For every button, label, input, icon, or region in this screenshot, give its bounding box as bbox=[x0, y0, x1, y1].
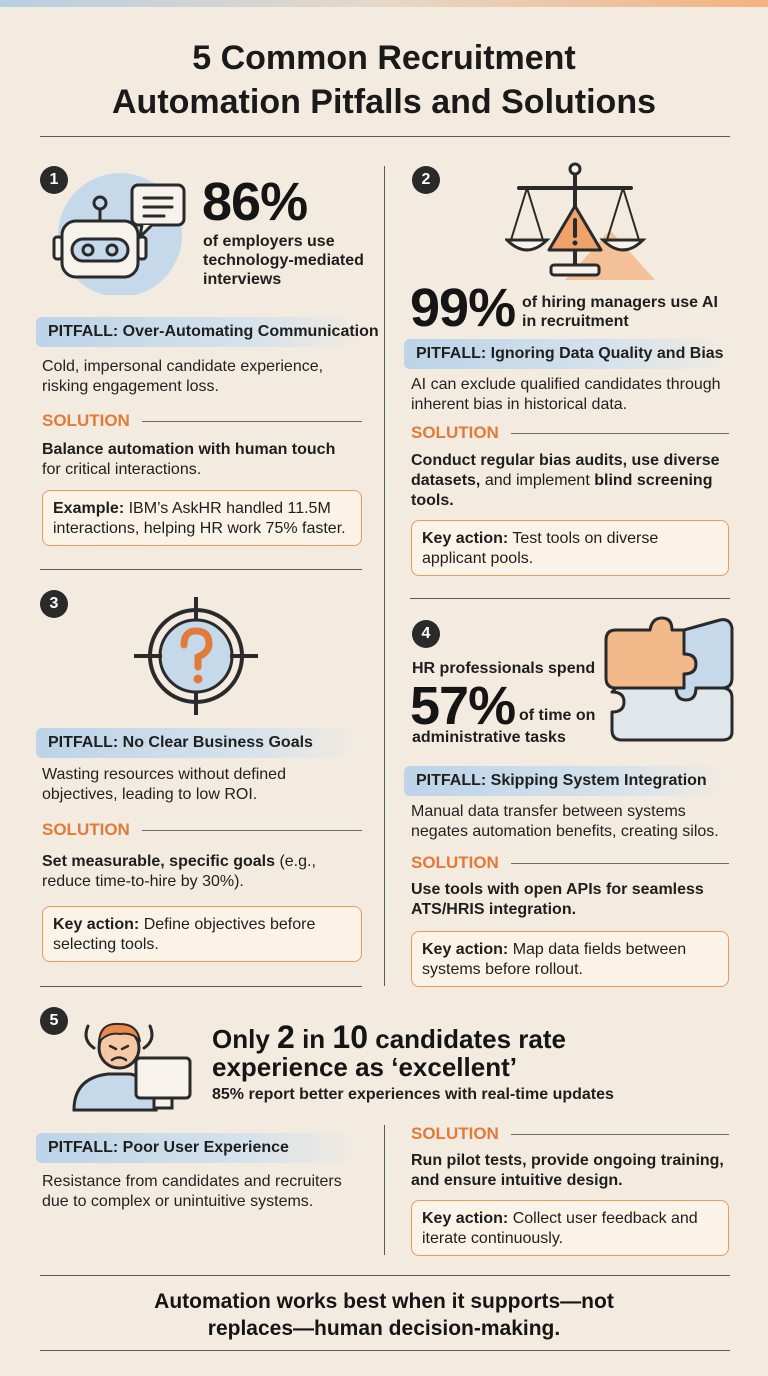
solution-mid-2: and implement bbox=[484, 472, 590, 489]
solution-text-5: Run pilot tests, provide ongoing trainin… bbox=[411, 1151, 729, 1191]
stat-line2-5: experience as ‘excellent’ bbox=[212, 1052, 517, 1082]
solution-bold-4: Use tools with open APIs for seamless AT… bbox=[411, 881, 704, 918]
pitfall-description-1: Cold, impersonal candidate experience, r… bbox=[42, 358, 324, 395]
stat-in-5: in bbox=[302, 1024, 326, 1054]
key-action-box-3: Key action: Define objectives before sel… bbox=[42, 906, 362, 962]
solution-text-2: Conduct regular bias audits, use diverse… bbox=[411, 451, 729, 511]
divider-footer-bottom bbox=[40, 1350, 730, 1351]
solution-label-2: SOLUTION bbox=[411, 423, 499, 442]
footer-line-1: Automation works best when it supports—n… bbox=[154, 1290, 614, 1313]
key-action-box-2: Key action: Test tools on diverse applic… bbox=[411, 520, 729, 576]
pitfall-description-3: Wasting resources without defined object… bbox=[42, 766, 286, 803]
solution-bold-2b: blind screening tools. bbox=[411, 472, 713, 509]
page-title: 5 Common Recruitment Automation Pitfalls… bbox=[0, 36, 768, 124]
section-number-4: 4 bbox=[412, 620, 440, 648]
box-label-2: Key action: bbox=[422, 530, 509, 547]
stat-rest-5: candidates rate bbox=[375, 1024, 566, 1054]
solution-label-5: SOLUTION bbox=[411, 1124, 499, 1143]
stat-sub-5: 85% report better experiences with real-… bbox=[212, 1086, 614, 1103]
title-line-1: 5 Common Recruitment bbox=[192, 39, 576, 77]
solution-text-4: Use tools with open APIs for seamless AT… bbox=[411, 880, 711, 920]
box-label-5: Key action: bbox=[422, 1210, 509, 1227]
solution-heading-3: SOLUTION bbox=[42, 820, 362, 840]
divider-3-5 bbox=[40, 986, 362, 987]
robot-chat-icon bbox=[48, 165, 188, 300]
solution-bold-1: Balance automation with human touch bbox=[42, 441, 336, 458]
stat-suffix-4: of time on bbox=[519, 707, 596, 724]
box-text-5: Collect user feedback and iterate contin… bbox=[422, 1210, 698, 1247]
pitfall-label-1: PITFALL: Over-Automating Communication bbox=[36, 317, 379, 347]
stat-post-4: administrative tasks bbox=[412, 729, 566, 746]
pitfall-label-5: PITFALL: Poor User Experience bbox=[36, 1133, 362, 1163]
solution-heading-1: SOLUTION bbox=[42, 411, 362, 431]
solution-rest-1: for critical interactions. bbox=[42, 461, 202, 478]
divider-vertical-lower bbox=[384, 1125, 385, 1255]
pitfall-description-4: Manual data transfer between systems neg… bbox=[411, 803, 719, 840]
example-box-1: Example: IBM’s AskHR handled 11.5M inter… bbox=[42, 490, 362, 546]
stat-value-4: 57% bbox=[410, 676, 516, 736]
solution-bold-2a: Conduct regular bias audits, use diverse… bbox=[411, 452, 720, 489]
footer-line-2: replaces—human decision-making. bbox=[207, 1317, 561, 1340]
key-action-box-4: Key action: Map data fields between syst… bbox=[411, 931, 729, 987]
divider-vertical-upper bbox=[384, 166, 385, 986]
divider-top bbox=[40, 136, 730, 137]
solution-label-3: SOLUTION bbox=[42, 820, 130, 839]
divider-1-3 bbox=[40, 569, 362, 570]
stat-num1-5: 2 bbox=[277, 1019, 295, 1055]
stat-pre-4: HR professionals spend bbox=[412, 660, 596, 677]
solution-heading-5: SOLUTION bbox=[411, 1124, 729, 1144]
footer-statement: Automation works best when it supports—n… bbox=[0, 1288, 768, 1342]
stat-value-1: 86% bbox=[202, 172, 308, 232]
section-number-2: 2 bbox=[412, 166, 440, 194]
pitfall-description-2: AI can exclude qualified candidates thro… bbox=[411, 376, 721, 413]
section-number-1: 1 bbox=[40, 166, 68, 194]
stat-value-2: 99% bbox=[410, 278, 516, 338]
solution-text-1: Balance automation with human touch for … bbox=[42, 440, 362, 480]
section-number-5: 5 bbox=[40, 1007, 68, 1035]
box-text-2: Test tools on diverse applicant pools. bbox=[422, 530, 659, 567]
solution-bold-3: Set measurable, specific goals bbox=[42, 853, 275, 870]
stat-pre-5: Only bbox=[212, 1024, 270, 1054]
stat-num2-5: 10 bbox=[332, 1019, 368, 1055]
scale-warning-icon bbox=[503, 160, 655, 290]
stat-headline-5: Only 2 in 10 candidates rate bbox=[212, 1019, 566, 1055]
solution-label-1: SOLUTION bbox=[42, 411, 130, 430]
key-action-box-5: Key action: Collect user feedback and it… bbox=[411, 1200, 729, 1256]
pitfall-label-4: PITFALL: Skipping System Integration bbox=[404, 766, 730, 796]
pitfall-label-3: PITFALL: No Clear Business Goals bbox=[36, 728, 362, 758]
stat-text-1: of employers use technology-mediated int… bbox=[203, 233, 364, 288]
solution-rest-3: (e.g., reduce time-to-hire by 30%). bbox=[42, 853, 316, 890]
divider-footer-top bbox=[40, 1275, 730, 1276]
top-gradient-bar bbox=[0, 0, 768, 7]
title-line-2: Automation Pitfalls and Solutions bbox=[112, 83, 656, 121]
box-label-3: Key action: bbox=[53, 916, 140, 933]
box-label-4: Key action: bbox=[422, 941, 509, 958]
target-question-icon bbox=[134, 597, 258, 720]
box-text-4: Map data fields between systems before r… bbox=[422, 941, 687, 978]
section-number-3: 3 bbox=[40, 590, 68, 618]
pitfall-label-2: PITFALL: Ignoring Data Quality and Bias bbox=[404, 339, 730, 369]
box-label-1: Example: bbox=[53, 500, 125, 517]
stat-text-2: of hiring managers use AI in recruitment bbox=[522, 294, 718, 330]
frustrated-user-icon bbox=[64, 1012, 194, 1117]
solution-heading-2: SOLUTION bbox=[411, 423, 729, 443]
solution-text-3: Set measurable, specific goals (e.g., re… bbox=[42, 852, 342, 892]
puzzle-icon bbox=[600, 612, 736, 749]
box-text-3: Define objectives before selecting tools… bbox=[53, 916, 316, 953]
divider-2-4 bbox=[410, 598, 730, 599]
box-text-1: IBM’s AskHR handled 11.5M interactions, … bbox=[53, 500, 346, 537]
solution-label-4: SOLUTION bbox=[411, 853, 499, 872]
pitfall-description-5: Resistance from candidates and recruiter… bbox=[42, 1173, 342, 1210]
solution-heading-4: SOLUTION bbox=[411, 853, 729, 873]
solution-bold-5: Run pilot tests, provide ongoing trainin… bbox=[411, 1152, 724, 1189]
